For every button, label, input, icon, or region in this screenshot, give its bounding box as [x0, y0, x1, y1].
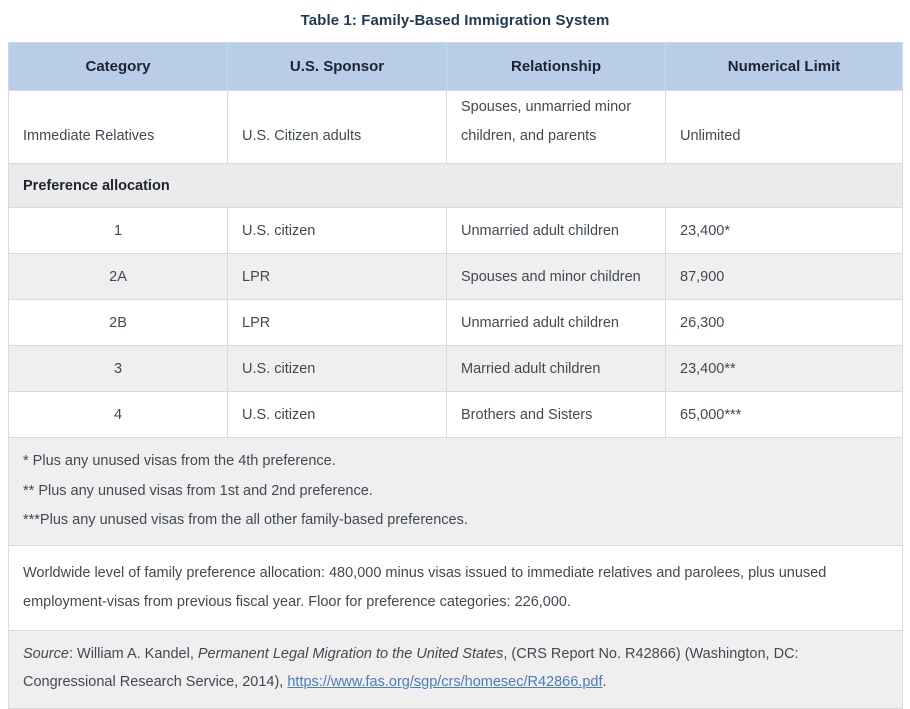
source-citation-middle: , (CRS Report No. R42866) (Washington, D…: [23, 646, 799, 691]
cell-category: 2A: [8, 253, 228, 300]
footnote-asterisk-2: ** Plus any unused visas from 1st and 2n…: [23, 482, 373, 499]
cell-limit: Unlimited: [665, 90, 903, 164]
table-row-preference-1: 1 U.S. citizen Unmarried adult children …: [8, 207, 903, 254]
column-header-sponsor: U.S. Sponsor: [227, 42, 447, 91]
cell-limit: 26,300: [665, 299, 903, 346]
cell-limit: 65,000***: [665, 391, 903, 438]
cell-relationship: Brothers and Sisters: [446, 391, 666, 438]
cell-relationship: Married adult children: [446, 345, 666, 392]
family-immigration-table: Category U.S. Sponsor Relationship Numer…: [8, 42, 903, 709]
cell-sponsor: U.S. citizen: [227, 391, 447, 438]
cell-sponsor: LPR: [227, 299, 447, 346]
cell-relationship: Unmarried adult children: [446, 207, 666, 254]
worldwide-note-text: Worldwide level of family preference all…: [8, 545, 903, 632]
column-header-relationship: Relationship: [446, 42, 666, 91]
table-row-preference-3: 3 U.S. citizen Married adult children 23…: [8, 345, 903, 392]
cell-limit: 23,400*: [665, 207, 903, 254]
cell-sponsor: U.S. Citizen adults: [227, 90, 447, 164]
footnote-asterisk-1: * Plus any unused visas from the 4th pre…: [23, 453, 336, 469]
source-cell: Source: William A. Kandel, Permanent Leg…: [8, 630, 903, 709]
cell-category: 3: [8, 345, 228, 392]
source-work-title: Permanent Legal Migration to the United …: [197, 646, 504, 663]
footnotes-cell: * Plus any unused visas from the 4th pre…: [8, 436, 903, 547]
cell-category: 1: [8, 207, 228, 254]
source-citation-suffix: .: [602, 674, 607, 691]
source-label: Source: [23, 646, 69, 663]
cell-relationship: Unmarried adult children: [446, 299, 666, 346]
footnotes-row: * Plus any unused visas from the 4th pre…: [8, 436, 903, 547]
source-citation-start: : William A. Kandel,: [68, 646, 198, 663]
cell-sponsor: LPR: [227, 253, 447, 300]
cell-limit: 23,400**: [665, 345, 903, 392]
cell-relationship: Spouses, unmarried minor children, and p…: [446, 90, 666, 164]
worldwide-note-row: Worldwide level of family preference all…: [8, 545, 903, 632]
source-pdf-link[interactable]: https://www.fas.org/sgp/crs/homesec/R428…: [287, 674, 603, 691]
cell-category: 4: [8, 391, 228, 438]
section-header-label: Preference allocation: [8, 163, 903, 208]
table-row-immediate-relatives: Immediate Relatives U.S. Citizen adults …: [8, 90, 903, 164]
source-row: Source: William A. Kandel, Permanent Leg…: [8, 630, 903, 709]
table-row-preference-2a: 2A LPR Spouses and minor children 87,900: [8, 253, 903, 300]
table-row-preference-2b: 2B LPR Unmarried adult children 26,300: [8, 299, 903, 346]
column-header-category: Category: [8, 42, 228, 91]
cell-limit: 87,900: [665, 253, 903, 300]
cell-category: Immediate Relatives: [8, 90, 228, 164]
cell-sponsor: U.S. citizen: [227, 207, 447, 254]
cell-relationship: Spouses and minor children: [446, 253, 666, 300]
table-row-preference-4: 4 U.S. citizen Brothers and Sisters 65,0…: [8, 391, 903, 438]
table-header-row: Category U.S. Sponsor Relationship Numer…: [8, 42, 903, 91]
table-title: Table 1: Family-Based Immigration System: [300, 12, 610, 29]
section-header-row: Preference allocation: [8, 163, 903, 208]
cell-sponsor: U.S. citizen: [227, 345, 447, 392]
column-header-limit: Numerical Limit: [665, 42, 903, 91]
footnote-asterisk-3: ***Plus any unused visas from the all ot…: [23, 512, 468, 529]
cell-category: 2B: [8, 299, 228, 346]
